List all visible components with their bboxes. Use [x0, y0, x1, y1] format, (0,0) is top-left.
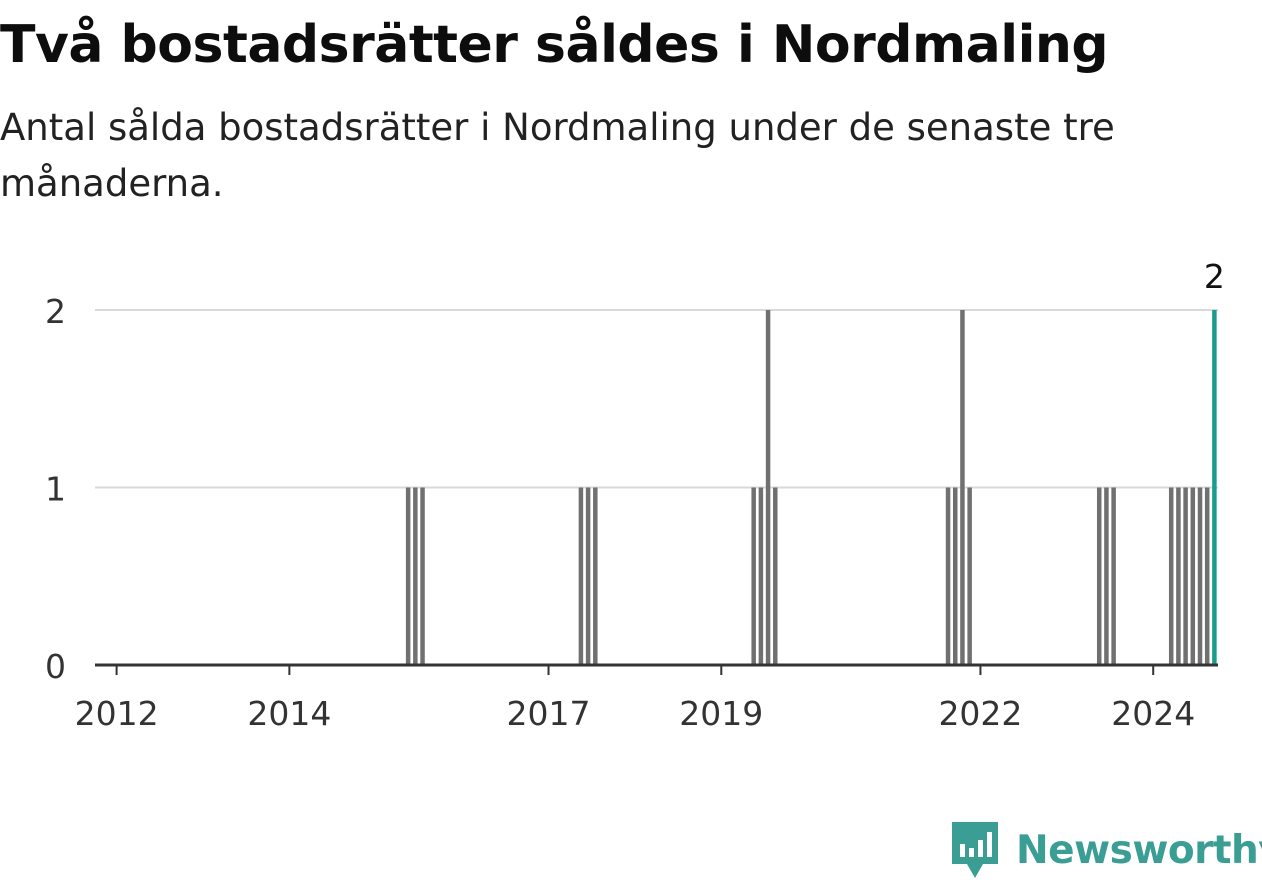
chart-title: Två bostadsrätter såldes i Nordmaling [0, 15, 1109, 75]
bar [593, 487, 598, 665]
chart-subtitle: Antal sålda bostadsrätter i Nordmaling u… [0, 106, 1115, 205]
bar [405, 487, 411, 665]
bar [1183, 487, 1188, 665]
bar [945, 487, 951, 665]
bar [952, 487, 958, 665]
bar [1104, 487, 1109, 665]
y-axis-ticks: 0 1 2 [45, 292, 66, 686]
y-tick-label: 0 [45, 647, 66, 686]
x-tick-label: 2014 [247, 694, 331, 733]
bar [967, 487, 972, 665]
y-tick-label: 1 [45, 470, 66, 509]
bar [1204, 487, 1210, 665]
x-tick-label: 2012 [75, 694, 159, 733]
bar [960, 310, 965, 665]
bar [1197, 487, 1203, 665]
x-tick-label: 2022 [938, 694, 1022, 733]
x-axis-ticks: 2012 2014 2017 2019 2022 2024 [75, 665, 1195, 733]
x-tick-label: 2017 [507, 694, 591, 733]
bar [751, 487, 756, 665]
bar [758, 487, 764, 665]
bar [420, 487, 425, 665]
bar [578, 487, 584, 665]
bars [405, 310, 1217, 665]
highlight-value-label: 2 [1204, 257, 1225, 296]
bar [1190, 487, 1196, 665]
bar [773, 487, 778, 665]
x-tick-label: 2024 [1111, 694, 1195, 733]
bar [765, 310, 771, 665]
newsworthy-logo-icon [952, 822, 998, 878]
bar [585, 487, 591, 665]
brand-name: Newsworthy [1016, 827, 1262, 873]
x-tick-label: 2019 [679, 694, 763, 733]
bar [1096, 487, 1102, 665]
y-tick-label: 2 [45, 292, 66, 331]
bar [413, 487, 418, 665]
newsworthy-brand: Newsworthy [950, 818, 1262, 882]
bar-chart: 0 1 2 2012 2014 2017 2019 2022 2024 2 [45, 257, 1225, 733]
highlight-bar [1212, 310, 1217, 665]
bar [1176, 487, 1181, 665]
bar [1111, 487, 1116, 665]
gridlines [95, 309, 1218, 489]
bar [1168, 487, 1174, 665]
